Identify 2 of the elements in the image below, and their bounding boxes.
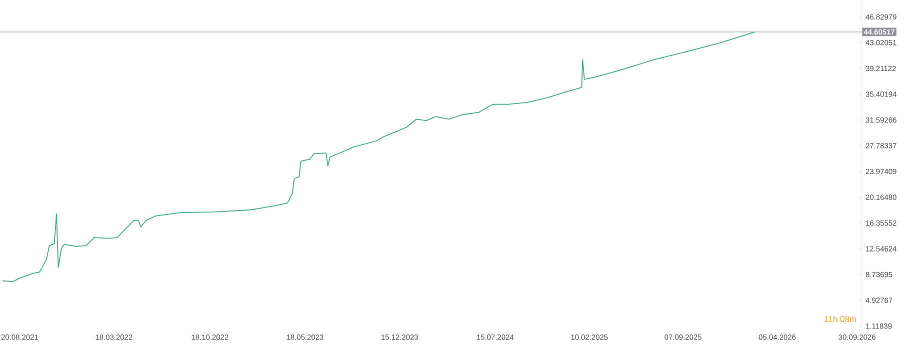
- annotation: 11h 08m: [824, 316, 856, 322]
- line-series: [2, 32, 756, 282]
